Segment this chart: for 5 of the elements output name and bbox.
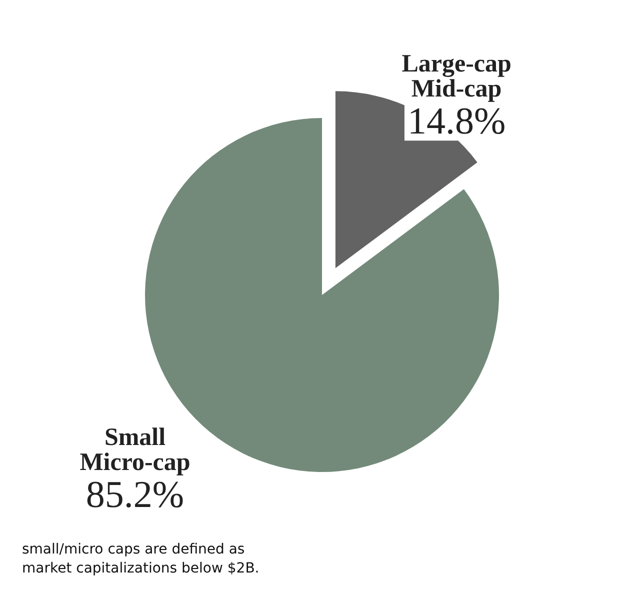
data-label: 85.2% xyxy=(86,474,184,516)
slice-label: Large-cap Mid-cap xyxy=(402,50,512,103)
slice-label: Small Micro-cap xyxy=(80,424,190,476)
text: small/micro caps are defined as market capitalizations below $2B. xyxy=(22,542,260,576)
data-label: 14.8% xyxy=(407,100,506,143)
